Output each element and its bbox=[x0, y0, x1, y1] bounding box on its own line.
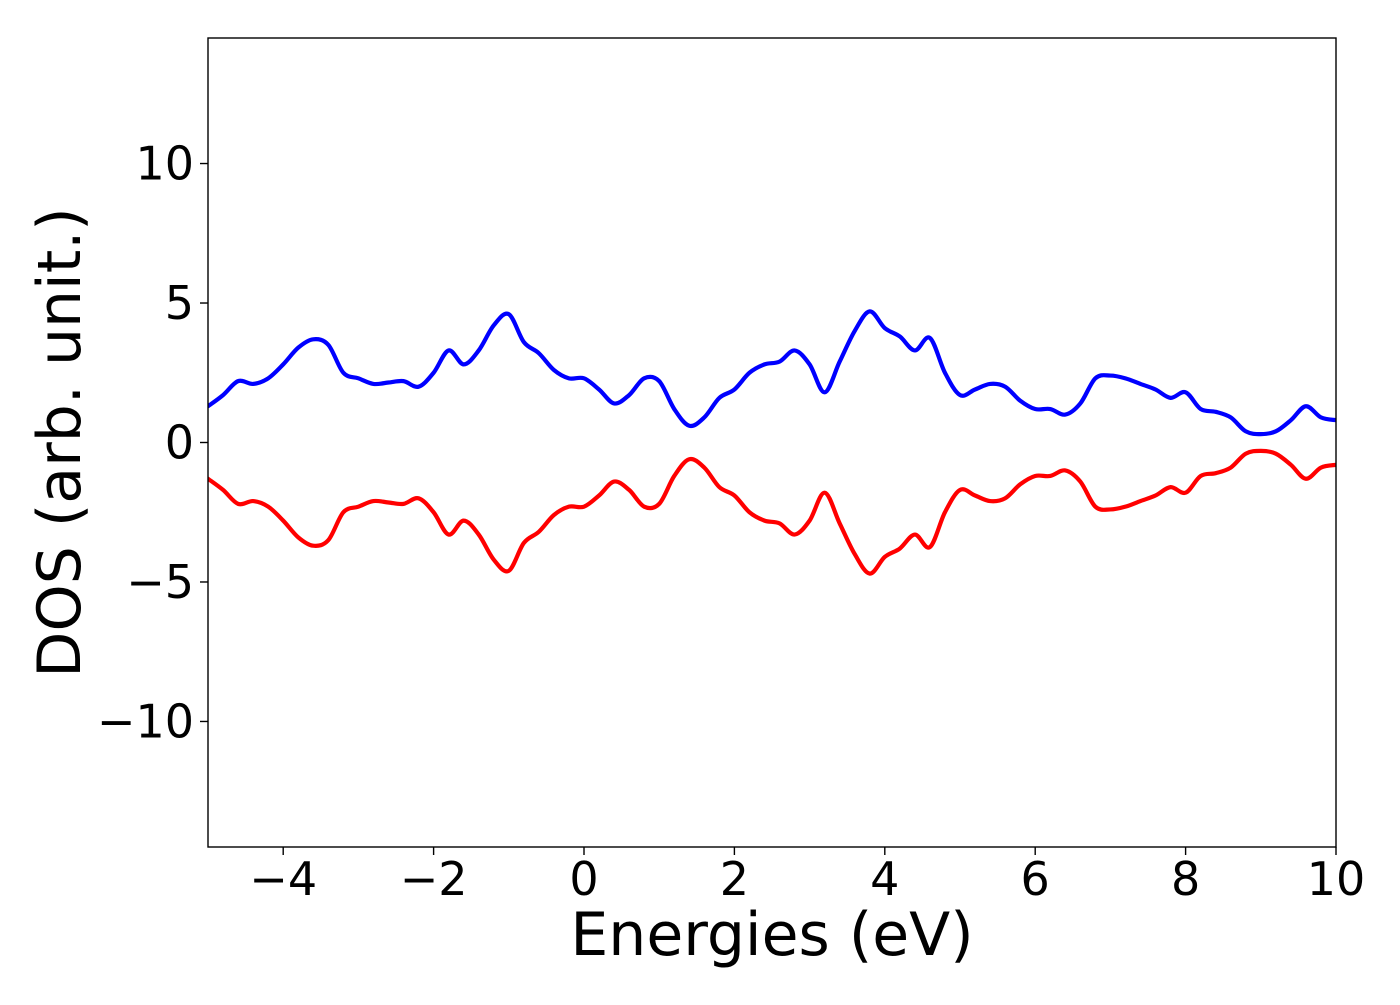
y-tick-label: −5 bbox=[126, 555, 194, 609]
x-tick-label: 4 bbox=[870, 852, 899, 906]
x-tick-label: 2 bbox=[720, 852, 749, 906]
y-tick-label: −10 bbox=[97, 694, 194, 748]
x-axis-title: Energies (eV) bbox=[570, 900, 973, 970]
x-tick-label: 10 bbox=[1307, 852, 1366, 906]
x-tick-label: −4 bbox=[249, 852, 317, 906]
x-tick-label: 0 bbox=[569, 852, 598, 906]
plot-frame bbox=[207, 37, 1337, 848]
x-tick-label: 8 bbox=[1171, 852, 1200, 906]
series-layer bbox=[208, 309, 1336, 576]
spin-up-dos-line bbox=[208, 309, 1336, 437]
y-tick-label: 5 bbox=[165, 276, 194, 330]
x-tick-label: 6 bbox=[1021, 852, 1050, 906]
y-axis-title: DOS (arb. unit.) bbox=[25, 207, 95, 677]
y-tick-label: 10 bbox=[135, 137, 194, 191]
spin-down-dos-line bbox=[208, 448, 1336, 576]
y-tick-label: 0 bbox=[165, 416, 194, 470]
x-axis: −4 −2 0 2 4 6 8 10 bbox=[249, 847, 1365, 906]
x-tick-label: −2 bbox=[400, 852, 468, 906]
y-axis: −10 −5 0 5 10 bbox=[97, 137, 208, 748]
